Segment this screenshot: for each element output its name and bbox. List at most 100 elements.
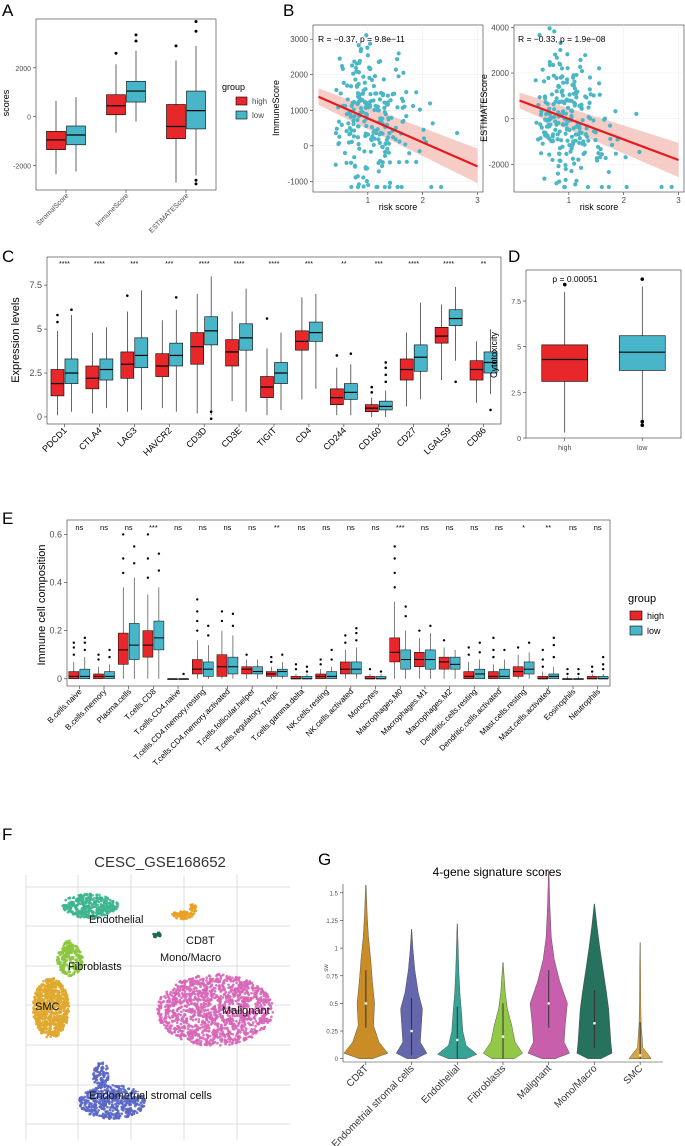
panel-c-sig-label: ***	[305, 261, 313, 268]
panel-c-y-tick-label: 2.5	[29, 368, 42, 378]
umap-cell	[98, 1114, 101, 1118]
panel-b1-point	[421, 136, 427, 141]
panel-b2-point	[584, 126, 589, 131]
umap-cell	[34, 1012, 37, 1016]
panel-b2-point	[593, 137, 598, 143]
umap-cell	[106, 1105, 109, 1109]
panel-b1-point	[367, 41, 373, 46]
umap-cell	[127, 1108, 131, 1111]
umap-cell	[158, 933, 162, 936]
panel-b2-point	[602, 116, 608, 121]
umap-cell	[36, 1022, 39, 1025]
panel-e-box-high-16-outlier	[467, 653, 470, 656]
panel-b2-point	[580, 118, 585, 123]
panel-b2-point	[563, 111, 569, 116]
umap-cell	[96, 1066, 99, 1070]
panel-b2-point	[569, 108, 574, 113]
panel-b2-point	[563, 131, 568, 136]
panel-b1-point	[364, 112, 370, 118]
umap-cell	[90, 904, 94, 908]
umap-cell	[192, 991, 196, 995]
umap-cell	[189, 1031, 193, 1035]
umap-cell	[135, 1103, 139, 1106]
umap-cell	[138, 1109, 142, 1113]
panel-b2-point	[577, 130, 582, 135]
umap-cell	[199, 978, 202, 982]
umap-cell	[87, 900, 91, 904]
umap-cell	[262, 991, 266, 994]
umap-cell	[193, 1033, 197, 1037]
umap-cell	[233, 1023, 236, 1027]
panel-e-box-low-5-outlier	[207, 634, 210, 637]
umap-cell	[174, 916, 178, 919]
umap-cell	[206, 998, 209, 1002]
panel-label-d: D	[508, 247, 520, 266]
umap-cell	[97, 908, 100, 911]
umap-cell	[120, 1107, 124, 1111]
panel-b2-point	[579, 68, 585, 74]
umap-cell	[81, 963, 84, 967]
umap-cell	[234, 999, 238, 1003]
panel-g-y-tick-label: 1	[335, 947, 339, 953]
panel-b2-point	[608, 136, 613, 142]
panel-e-box-low-0-outlier	[83, 648, 87, 652]
umap-cell	[67, 896, 71, 900]
umap-cell	[225, 1040, 229, 1044]
umap-cell	[249, 1030, 252, 1034]
umap-cell	[189, 912, 192, 916]
panel-b1-point	[365, 45, 370, 50]
panel-a-box-low-1-box	[126, 80, 146, 103]
umap-cell	[75, 959, 78, 962]
umap-cell	[159, 1003, 163, 1007]
panel-d-annotation: p = 0.00051	[552, 274, 597, 284]
panel-e-box-high-11-outlier	[344, 641, 347, 644]
panel-c-box-low-8-outlier	[349, 352, 353, 355]
umap-cell	[38, 990, 42, 994]
umap-cell	[57, 1031, 61, 1035]
panel-b2-point	[587, 75, 593, 80]
umap-cell	[113, 1084, 117, 1088]
panel-c-y-tick-label: 0	[37, 412, 42, 422]
umap-cell	[152, 932, 155, 936]
panel-b1-point	[430, 121, 435, 126]
panel-b2-point	[579, 102, 584, 107]
panel-e-sig-label: ns	[174, 523, 182, 532]
panel-d-x-tick-label: low	[637, 445, 648, 452]
umap-cell	[189, 1015, 193, 1019]
umap-cell	[227, 977, 231, 980]
panel-b2-point	[547, 26, 552, 31]
panel-b1-point	[386, 150, 392, 155]
umap-cell	[257, 1001, 261, 1004]
panel-b2-x-tick-label: 2	[621, 196, 626, 205]
panel-b1-point	[368, 149, 373, 154]
panel-e-significance-row: ns ns ns *** ns ns ns ns ** ns ns ns ns *** ns ns ns ns * *…	[75, 523, 601, 532]
umap-cell	[156, 931, 160, 935]
umap-cell	[241, 1018, 244, 1022]
umap-label-smc: SMC	[35, 1001, 60, 1013]
umap-cell	[171, 1010, 175, 1014]
panel-b2-point	[568, 149, 573, 154]
panel-b1-point	[385, 135, 391, 140]
panel-b1-point	[385, 146, 390, 151]
panel-e-frame	[66, 519, 611, 687]
panel-b1-point	[382, 149, 388, 155]
umap-cell	[65, 959, 69, 962]
umap-cell	[254, 1024, 257, 1028]
panel-b1-point	[410, 103, 416, 109]
panel-a-box-high-0-box	[46, 131, 66, 150]
umap-cell	[207, 1003, 211, 1007]
panel-b1-point	[355, 135, 361, 140]
panel-b1-point	[397, 160, 402, 165]
panel-e-legend: group high low	[628, 593, 664, 636]
panel-e-box-high-6-outlier	[220, 619, 224, 623]
umap-cell	[202, 1012, 206, 1016]
umap-cell	[66, 1007, 70, 1011]
umap-cell	[190, 1024, 193, 1028]
umap-cell	[64, 953, 68, 956]
umap-cell	[270, 1001, 274, 1005]
panel-c-x-tick-label: CD244	[321, 425, 348, 452]
umap-cell	[215, 1010, 219, 1014]
umap-cell	[33, 1000, 37, 1004]
umap-cell	[206, 996, 209, 1000]
panel-c-box-low-0-box	[64, 358, 79, 384]
